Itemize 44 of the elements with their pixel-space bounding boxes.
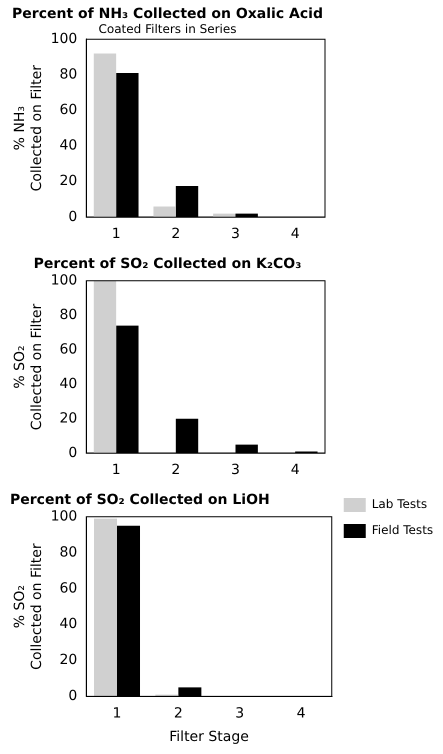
legend-label: Field Tests [372,523,434,538]
y-tick-label: 40 [59,376,78,392]
y-tick-label: 80 [59,306,78,323]
y-tick-label: 60 [59,341,78,358]
x-tick-label: 2 [171,226,180,242]
x-tick-label: 1 [112,705,122,722]
legend-label: Lab Tests [372,497,428,512]
y-tick-label: 60 [59,102,78,118]
y-axis-title: % NH₃ Collected on Filter [12,64,45,192]
x-axis-title: Filter Stage [169,729,249,746]
x-tick-label: 3 [231,462,240,478]
bar [153,206,176,218]
bar [94,53,116,218]
bar [94,280,116,454]
y-tick-label: 40 [59,138,78,154]
y-tick-label: 80 [59,66,78,82]
x-tick-label: 1 [112,226,121,242]
y-tick-label: 0 [68,208,78,225]
chart-title: Percent of SO₂ Collected on LiOH [10,492,270,508]
bar [94,518,117,696]
y-tick-label: 20 [59,410,78,426]
x-tick-label: 1 [112,462,121,478]
y-tick-label: 100 [50,30,78,47]
x-tick-label: 3 [231,226,240,242]
x-tick-label: 2 [174,705,183,722]
y-tick-label: 20 [59,652,78,668]
y-tick-label: 80 [59,544,78,560]
x-tick-label: 4 [296,705,306,722]
y-tick-label: 60 [59,580,78,596]
y-axis-title: % SO₂ Collected on Filter [12,304,45,430]
x-tick-label: 4 [290,462,300,478]
y-axis-title: % SO₂ Collected on Filter [12,543,45,670]
x-tick-label: 2 [171,462,180,478]
chart-title: Percent of SO₂ Collected on K₂CO₃ [34,256,302,272]
x-tick-label: 3 [235,705,244,722]
y-tick-label: 20 [59,173,78,190]
y-tick-label: 40 [59,616,78,632]
chart-subtitle: Coated Filters in Series [98,22,237,36]
y-tick-label: 0 [68,688,78,704]
y-tick-label: 100 [50,508,78,524]
chart-title: Percent of NH₃ Collected on Oxalic Acid [12,6,323,22]
y-tick-label: 0 [68,444,78,461]
x-tick-label: 4 [290,226,300,242]
y-tick-label: 100 [50,272,78,288]
